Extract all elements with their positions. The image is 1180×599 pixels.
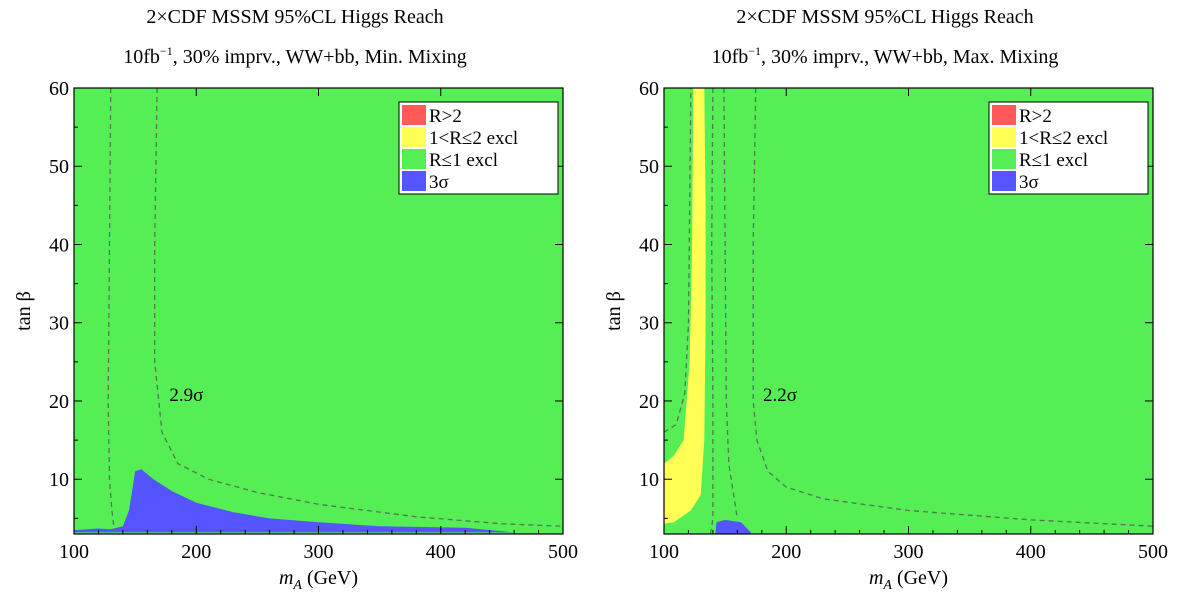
region-0 bbox=[664, 88, 706, 524]
region-1 bbox=[715, 519, 751, 534]
significance-contour-0 bbox=[107, 87, 115, 531]
chart-subtitle: 10fb−1, 30% imprv., WW+bb, Min. Mixing bbox=[0, 44, 590, 69]
legend-label: 1<R≤2 excl bbox=[1019, 128, 1108, 149]
legend-swatch bbox=[992, 171, 1016, 191]
legend-swatch bbox=[992, 105, 1016, 125]
subtitle-luminosity: 10fb bbox=[123, 46, 160, 68]
legend-label: 3σ bbox=[1019, 172, 1039, 193]
legend-swatch bbox=[402, 149, 426, 169]
legend-label: R>2 bbox=[429, 106, 462, 127]
x-tick-label: 100 bbox=[649, 541, 679, 563]
chart-title: 2×CDF MSSM 95%CL Higgs Reach bbox=[146, 6, 444, 28]
subtitle-details: , 30% imprv., WW+bb, Max. Mixing bbox=[761, 46, 1059, 68]
chart-panel-min-mixing: 2×CDF MSSM 95%CL Higgs Reach 10fb−1, 30%… bbox=[0, 6, 590, 593]
contour-plot-max-mixing: 2.2σ 100 200 300 400 500 10 20 30 40 50 60 mA (GeV) t… bbox=[603, 78, 1168, 593]
x-tick-label: 100 bbox=[59, 541, 89, 563]
y-tick-label: 30 bbox=[49, 313, 69, 335]
y-tick-label: 30 bbox=[639, 313, 659, 335]
chart-title: 2×CDF MSSM 95%CL Higgs Reach bbox=[736, 6, 1034, 28]
x-tick-label: 200 bbox=[181, 541, 211, 563]
subtitle-luminosity: 10fb bbox=[711, 46, 749, 68]
significance-contour-3 bbox=[752, 87, 1154, 527]
y-tick-label: 60 bbox=[49, 78, 69, 100]
legend-swatch bbox=[402, 105, 426, 125]
subtitle-details: , 30% imprv., WW+bb, Min. Mixing bbox=[172, 46, 467, 68]
x-tick-label: 200 bbox=[771, 541, 801, 563]
region-0 bbox=[74, 469, 515, 533]
contour-plot-min-mixing: 2.9σ 100 200 300 400 500 10 20 30 40 50 60 mA (GeV) t… bbox=[13, 78, 578, 593]
contour-annotation: 2.9σ bbox=[169, 385, 203, 406]
x-tick-label: 300 bbox=[894, 541, 924, 563]
legend-swatch bbox=[992, 127, 1016, 147]
y-tick-label: 10 bbox=[639, 469, 659, 491]
subtitle-exponent: −1 bbox=[159, 44, 173, 58]
legend-label: 3σ bbox=[429, 172, 449, 193]
legend-swatch bbox=[402, 171, 426, 191]
significance-contour-2 bbox=[723, 87, 738, 519]
x-tick-label: 400 bbox=[1016, 541, 1046, 563]
y-tick-label: 10 bbox=[49, 469, 69, 491]
x-tick-label: 500 bbox=[1138, 541, 1168, 563]
y-axis-label: tan β bbox=[603, 291, 625, 331]
legend-label: R≤1 excl bbox=[429, 150, 498, 171]
y-tick-label: 50 bbox=[639, 156, 659, 178]
significance-contour-1 bbox=[709, 87, 714, 535]
x-tick-label: 500 bbox=[548, 541, 578, 563]
subtitle-exponent: −1 bbox=[748, 44, 762, 58]
x-axis-label: mA (GeV) bbox=[279, 567, 358, 593]
y-tick-label: 20 bbox=[639, 391, 659, 413]
chart-subtitle: 10fb−1, 30% imprv., WW+bb, Max. Mixing bbox=[590, 44, 1180, 69]
y-tick-label: 20 bbox=[49, 391, 69, 413]
y-tick-label: 60 bbox=[639, 78, 659, 100]
y-tick-label: 50 bbox=[49, 156, 69, 178]
significance-contour-0 bbox=[663, 87, 692, 433]
legend-label: R>2 bbox=[1019, 106, 1052, 127]
chart-panel-max-mixing: 2×CDF MSSM 95%CL Higgs Reach 10fb−1, 30%… bbox=[590, 0, 1180, 599]
y-axis-label: tan β bbox=[13, 291, 35, 331]
legend-label: R≤1 excl bbox=[1019, 150, 1088, 171]
legend-swatch bbox=[992, 149, 1016, 169]
significance-contour-1 bbox=[154, 87, 564, 527]
legend-swatch bbox=[402, 127, 426, 147]
x-tick-label: 300 bbox=[304, 541, 334, 563]
x-tick-label: 400 bbox=[426, 541, 456, 563]
y-tick-label: 40 bbox=[639, 234, 659, 256]
y-tick-label: 40 bbox=[49, 234, 69, 256]
contour-annotation: 2.2σ bbox=[763, 385, 797, 406]
x-axis-label: mA (GeV) bbox=[869, 567, 948, 593]
legend-label: 1<R≤2 excl bbox=[429, 128, 518, 149]
